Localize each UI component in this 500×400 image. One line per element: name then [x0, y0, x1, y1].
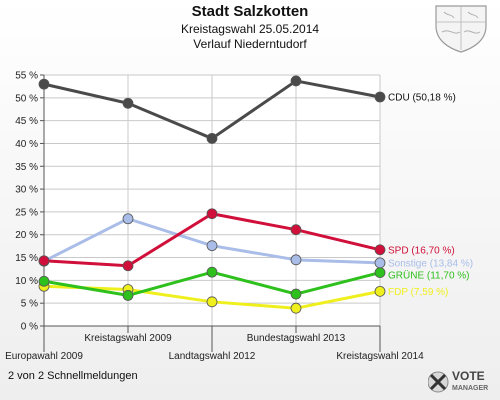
chart-title: Stadt Salzkotten — [191, 3, 309, 20]
logo-manager: MANAGER — [452, 385, 488, 392]
coat-of-arms-icon — [435, 5, 487, 53]
y-tick-label: 20 % — [15, 230, 38, 241]
x-tick-label: Europawahl 2009 — [5, 351, 83, 362]
x-tick-label: Bundestagswahl 2013 — [247, 333, 346, 344]
data-point-GRÜNE — [206, 266, 218, 278]
y-tick-label: 15 % — [15, 253, 38, 264]
data-point-CDU — [38, 78, 50, 90]
data-point-CDU — [290, 75, 302, 87]
y-tick-label: 10 % — [15, 276, 38, 287]
data-point-GRÜNE — [38, 275, 50, 287]
data-point-Sonstige — [374, 257, 386, 269]
data-point-FDP — [206, 296, 218, 308]
y-tick-label: 40 % — [15, 139, 38, 150]
series-label-Sonstige: Sonstige (13,84 %) — [388, 258, 473, 269]
chart-subtitle: Kreistagswahl 25.05.2014 — [180, 22, 320, 36]
y-tick-label: 30 % — [15, 185, 38, 196]
series-label-FDP: FDP (7,59 %) — [388, 287, 448, 298]
y-tick-label: 0 % — [21, 322, 38, 333]
data-point-FDP — [290, 302, 302, 314]
data-point-CDU — [374, 91, 386, 103]
data-point-FDP — [374, 285, 386, 297]
data-point-GRÜNE — [374, 267, 386, 279]
data-point-Sonstige — [290, 254, 302, 266]
data-point-SPD — [38, 255, 50, 267]
data-point-SPD — [122, 260, 134, 272]
y-tick-label: 5 % — [21, 299, 38, 310]
x-tick-label: Kreistagswahl 2009 — [84, 333, 172, 344]
data-point-SPD — [374, 244, 386, 256]
y-tick-label: 50 % — [15, 93, 38, 104]
x-tick-label: Kreistagswahl 2014 — [336, 351, 424, 362]
footer-text: 2 von 2 Schnellmeldungen — [8, 370, 138, 382]
y-tick-label: 25 % — [15, 207, 38, 218]
data-point-Sonstige — [206, 240, 218, 252]
data-point-CDU — [206, 133, 218, 144]
logo-vote: VOTE — [452, 369, 485, 383]
data-point-GRÜNE — [290, 288, 302, 300]
chart-subtitle-location: Verlauf Niederntudorf — [193, 37, 307, 51]
data-point-Sonstige — [122, 213, 134, 225]
x-tick-label: Landtagswahl 2012 — [169, 351, 256, 362]
series-label-CDU: CDU (50,18 %) — [388, 92, 456, 103]
y-tick-label: 55 % — [15, 71, 38, 82]
y-tick-label: 45 % — [15, 116, 38, 127]
series-label-GRÜNE: GRÜNE (11,70 %) — [388, 269, 470, 281]
series-label-SPD: SPD (16,70 %) — [388, 245, 455, 256]
data-point-GRÜNE — [122, 290, 134, 301]
y-tick-label: 35 % — [15, 162, 38, 173]
data-point-CDU — [122, 97, 134, 109]
data-point-SPD — [290, 224, 302, 236]
data-point-SPD — [206, 208, 218, 220]
line-chart: 0 % 5 % 10 % 15 % 20 % 25 % 30 % 35 % 40 % 45 % 50… — [5, 71, 473, 363]
votemanager-logo: VOTE MANAGER — [428, 369, 488, 393]
